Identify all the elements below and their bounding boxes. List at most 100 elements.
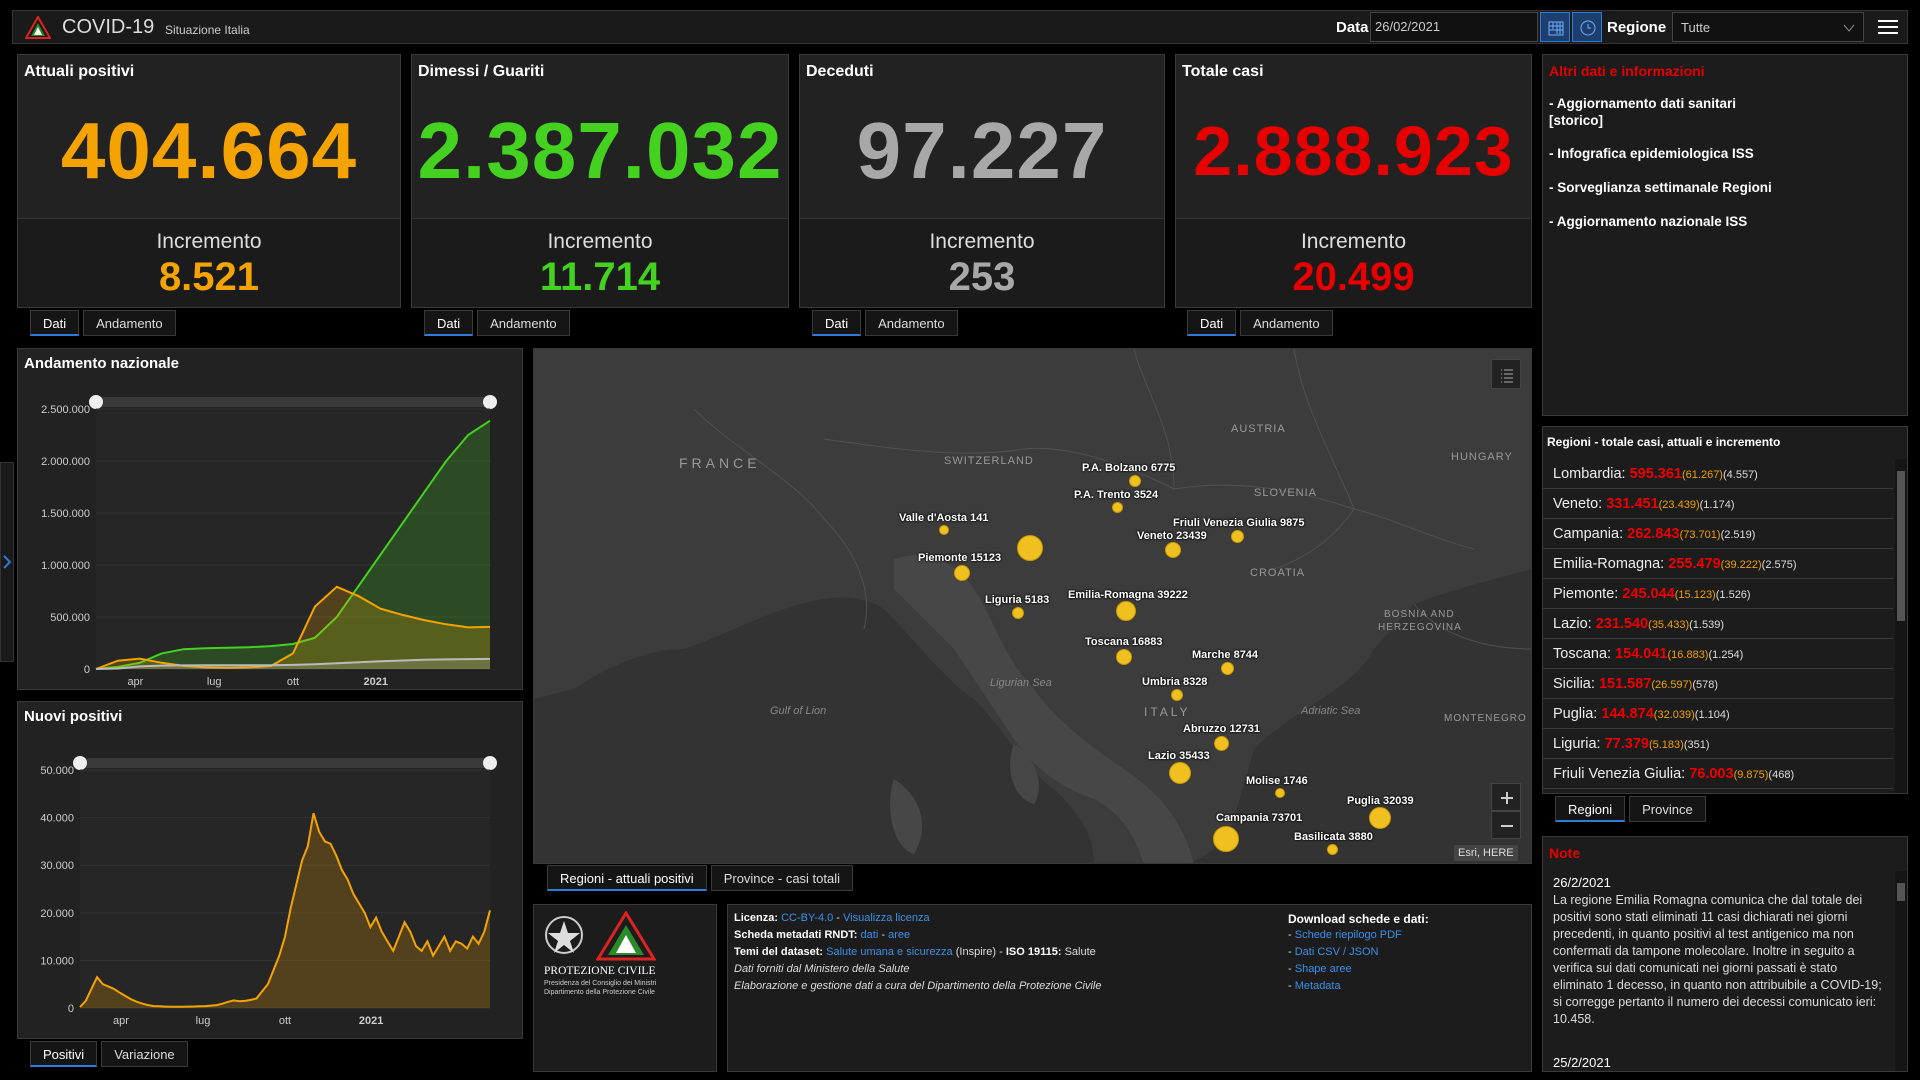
country-label-france: FRANCE: [679, 455, 761, 471]
map-bubble[interactable]: [1213, 826, 1239, 852]
region-active: (39.222): [1720, 559, 1762, 571]
map-bubble[interactable]: [1171, 689, 1183, 701]
info-link-sorveglianza[interactable]: - Sorveglianza settimanale Regioni: [1549, 180, 1772, 195]
regions-scrollbar[interactable]: [1895, 459, 1907, 793]
map-legend-button[interactable]: [1491, 359, 1521, 389]
region-row[interactable]: Puglia: 144.874(32.039)(1.104): [1543, 699, 1893, 729]
note-scrollbar[interactable]: [1895, 871, 1907, 1071]
map-bubble[interactable]: [1165, 542, 1181, 558]
country-label-italy: ITALY: [1144, 705, 1191, 719]
tab-andamento[interactable]: Andamento: [477, 310, 570, 336]
menu-button[interactable]: [1875, 15, 1901, 39]
time-button[interactable]: [1572, 12, 1602, 42]
region-row[interactable]: Liguria: 77.379(5.183)(351): [1543, 729, 1893, 759]
national-trend-chart[interactable]: 2.500.000 2.000.000 1.500.000 1.000.000 500.…: [18, 379, 522, 689]
region-row[interactable]: Veneto: 331.451(23.439)(1.174): [1543, 489, 1893, 519]
kpi-title: Totale casi: [1182, 63, 1264, 80]
scrollbar-thumb[interactable]: [1897, 471, 1905, 621]
tab-regioni-attuali[interactable]: Regioni - attuali positivi: [547, 865, 707, 891]
zoom-out-button[interactable]: [1491, 811, 1521, 839]
tab-dati[interactable]: Dati: [1187, 310, 1237, 336]
view-license-link[interactable]: Visualizza licenza: [843, 912, 930, 924]
map-region-label: Abruzzo 12731: [1183, 723, 1261, 735]
map-bubble[interactable]: [1012, 607, 1024, 619]
series-area: [96, 420, 490, 669]
license-link[interactable]: CC-BY-4.0: [781, 912, 834, 924]
region-row[interactable]: Campania: 262.843(73.701)(2.519): [1543, 519, 1893, 549]
kpi-increment-label: Incremento: [1300, 230, 1407, 253]
region-name: Lombardia:: [1553, 466, 1626, 482]
region-row[interactable]: Lombardia: 595.361(61.267)(4.557): [1543, 459, 1893, 489]
tab-andamento[interactable]: Andamento: [83, 310, 176, 336]
tab-province[interactable]: Province: [1629, 796, 1706, 822]
tab-province-casi[interactable]: Province - casi totali: [710, 865, 854, 891]
tab-dati[interactable]: Dati: [30, 310, 80, 336]
tab-variazione[interactable]: Variazione: [101, 1041, 188, 1067]
region-row[interactable]: Friuli Venezia Giulia: 76.003(9.875)(468…: [1543, 759, 1893, 789]
tab-dati[interactable]: Dati: [424, 310, 474, 336]
region-select[interactable]: Tutte: [1672, 12, 1864, 42]
region-total: 262.843: [1627, 526, 1680, 542]
new-positives-chart[interactable]: 50.000 40.000 30.000 20.000 10.000 0 apr lug ott…: [18, 732, 522, 1038]
region-row[interactable]: Toscana: 154.041(16.883)(1.254): [1543, 639, 1893, 669]
map-bubble[interactable]: [1017, 535, 1043, 561]
tab-positivi[interactable]: Positivi: [30, 1041, 98, 1067]
map-bubble[interactable]: [939, 525, 949, 535]
region-increment: (1.104): [1694, 709, 1730, 721]
kpi-increment-value: 11.714: [539, 255, 661, 299]
region-row[interactable]: Lazio: 231.540(35.433)(1.539): [1543, 609, 1893, 639]
region-row[interactable]: Emilia-Romagna: 255.479(39.222)(2.575): [1543, 549, 1893, 579]
scrollbar-thumb[interactable]: [1897, 883, 1905, 901]
map-bubble[interactable]: [1327, 844, 1338, 855]
tab-andamento[interactable]: Andamento: [865, 310, 958, 336]
kpi-totale-casi: Totale casi 2.888.923 Incremento 20.499: [1175, 54, 1532, 308]
metadata-dati-link[interactable]: dati: [860, 929, 879, 941]
tab-andamento[interactable]: Andamento: [1240, 310, 1333, 336]
new-positives-panel: Nuovi positivi 50.000 40.000 30.000 20.000 1…: [17, 701, 523, 1039]
kpi-increment-area: Incremento 11.714: [412, 218, 788, 307]
chevron-down-icon: [1843, 24, 1855, 32]
map-bubble[interactable]: [1129, 475, 1141, 487]
map-bubble[interactable]: [1112, 502, 1123, 513]
region-active: (73.701): [1679, 529, 1721, 541]
region-row[interactable]: Piemonte: 245.044(15.123)(1.526): [1543, 579, 1893, 609]
map-bubble[interactable]: [1116, 649, 1132, 665]
side-panel-toggle[interactable]: [0, 462, 14, 662]
metadata-aree-link[interactable]: aree: [888, 929, 911, 941]
download-csv-link[interactable]: Dati CSV / JSON: [1294, 946, 1379, 958]
download-pdf-link[interactable]: Schede riepilogo PDF: [1294, 929, 1402, 941]
download-metadata-link[interactable]: Metadata: [1294, 980, 1341, 992]
info-link-aggiornamento[interactable]: - Aggiornamento dati sanitari [storico]: [1549, 96, 1737, 128]
calendar-button[interactable]: [1540, 12, 1570, 42]
tab-dati[interactable]: Dati: [812, 310, 862, 336]
kpi-increment-value: 8.521: [158, 255, 260, 299]
map-bubble[interactable]: [1169, 762, 1191, 784]
map-bubble[interactable]: [1231, 530, 1244, 543]
license-sep: -: [833, 912, 844, 924]
country-label-slovenia: SLOVENIA: [1254, 487, 1318, 499]
map-panel[interactable]: FRANCE SWITZERLAND AUSTRIA HUNGARY SLOVE…: [533, 348, 1532, 864]
map-bubble[interactable]: [1214, 736, 1229, 751]
map-bubble[interactable]: [1369, 807, 1391, 829]
map-attribution[interactable]: Esri, HERE: [1454, 845, 1518, 861]
kpi-increment-label: Incremento: [929, 230, 1035, 253]
download-shape-link[interactable]: Shape aree: [1294, 963, 1352, 975]
info-link-infografica[interactable]: - Infografica epidemiologica ISS: [1549, 146, 1754, 161]
tab-regioni[interactable]: Regioni: [1555, 796, 1626, 822]
country-label-switzerland: SWITZERLAND: [944, 455, 1034, 467]
region-row[interactable]: Sicilia: 151.587(26.597)(578): [1543, 669, 1893, 699]
map-bubble[interactable]: [1116, 601, 1136, 621]
chevron-right-icon: [3, 555, 11, 569]
map-region-label: Emilia-Romagna 39222: [1068, 589, 1188, 601]
date-input[interactable]: 26/02/2021: [1370, 12, 1538, 42]
map-bubble[interactable]: [954, 565, 970, 581]
map-bubble[interactable]: [1221, 662, 1234, 675]
zoom-in-button[interactable]: [1491, 783, 1521, 811]
map-bubble[interactable]: [1275, 788, 1285, 798]
list-icon: [1501, 369, 1513, 383]
themes-link[interactable]: Salute umana e sicurezza: [826, 946, 953, 958]
metadata-label: Scheda metadati RNDT:: [734, 929, 858, 941]
info-link-iss[interactable]: - Aggiornamento nazionale ISS: [1549, 214, 1748, 229]
kpi-title: Attuali positivi: [24, 63, 135, 80]
kpi-tabs-attuali: Dati Andamento: [30, 310, 180, 336]
